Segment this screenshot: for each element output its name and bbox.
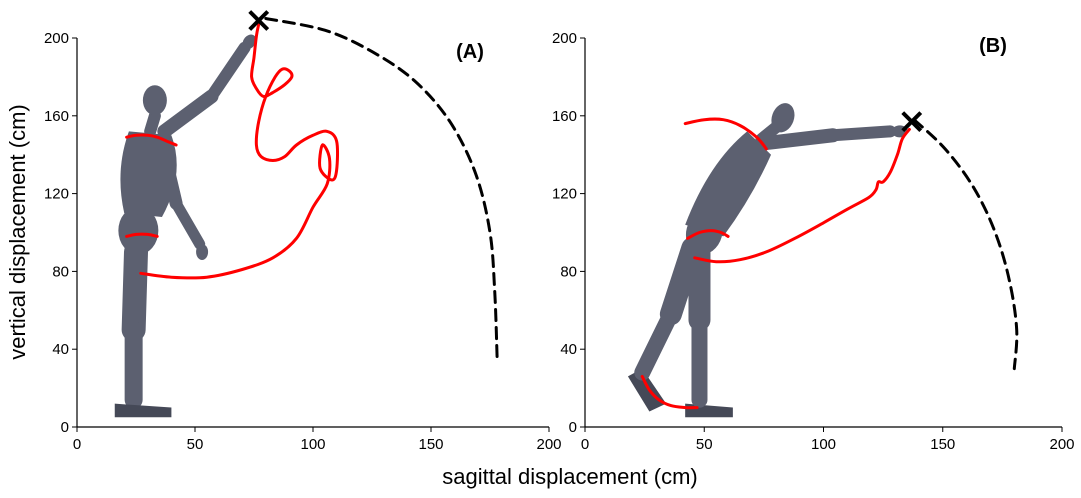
foot-trajectory bbox=[640, 374, 699, 410]
y-tick-label: 200 bbox=[552, 30, 577, 47]
x-tick-label: 150 bbox=[930, 436, 955, 453]
reach-boundary bbox=[264, 17, 499, 359]
x-tick-label: 50 bbox=[187, 436, 204, 453]
y-tick-label: 120 bbox=[44, 186, 69, 203]
y-axis-title: vertical displacement (cm) bbox=[5, 104, 30, 360]
figure-head bbox=[142, 85, 167, 116]
target-x-stroke bbox=[248, 10, 270, 31]
target-x-stroke bbox=[901, 111, 923, 133]
figure-forearm bbox=[827, 125, 897, 142]
human-figure bbox=[627, 103, 908, 418]
panel-label: (B) bbox=[979, 35, 1007, 57]
figure-upper-arm bbox=[759, 128, 841, 151]
human-figure bbox=[114, 34, 257, 418]
hip-trajectory bbox=[686, 229, 730, 240]
panel-a: 0 50 100 150 200 0 40 80 120 160 200 (A) bbox=[44, 10, 562, 453]
figure-upper-arm-down bbox=[155, 136, 183, 210]
y-tick-label: 80 bbox=[560, 263, 577, 280]
y-tick-label: 200 bbox=[44, 30, 69, 47]
x-tick-label: 100 bbox=[811, 436, 836, 453]
figure-head bbox=[771, 103, 795, 133]
shoulder-trajectory bbox=[683, 117, 768, 151]
x-tick-label: 0 bbox=[581, 436, 589, 453]
x-axis-title: sagittal displacement (cm) bbox=[442, 464, 698, 489]
figure-neck bbox=[144, 109, 161, 138]
y-tick-label: 40 bbox=[560, 341, 577, 358]
x-tick-label: 200 bbox=[1049, 436, 1074, 453]
panel-b: 0 50 100 150 200 0 40 80 120 160 200 (B) bbox=[552, 30, 1075, 453]
figure-foot-front bbox=[685, 403, 733, 418]
hand-trajectory bbox=[693, 127, 911, 264]
panel-label: (A) bbox=[456, 41, 484, 63]
figure-torso bbox=[685, 131, 772, 237]
figure-forearm-up bbox=[205, 41, 251, 103]
x-tick-label: 200 bbox=[536, 436, 561, 453]
shoulder-trajectory bbox=[125, 133, 178, 147]
y-tick-label: 0 bbox=[569, 419, 577, 436]
hand-trajectory bbox=[139, 22, 340, 280]
figure-foot bbox=[114, 403, 172, 418]
y-tick-label: 120 bbox=[552, 186, 577, 203]
figure-hand-down bbox=[196, 243, 209, 260]
target-x-marker bbox=[248, 10, 270, 31]
figure-upper-arm-up bbox=[157, 89, 219, 139]
y-tick-label: 160 bbox=[44, 108, 69, 125]
x-tick-label: 50 bbox=[696, 436, 713, 453]
figure-pelvis bbox=[118, 206, 159, 255]
reach-boundary bbox=[912, 118, 1019, 371]
y-tick-label: 0 bbox=[61, 419, 69, 436]
figure-shin-back bbox=[634, 306, 679, 381]
figure-hand-up bbox=[242, 34, 257, 50]
y-tick-label: 40 bbox=[52, 341, 69, 358]
y-tick-label: 80 bbox=[52, 263, 69, 280]
target-x-marker bbox=[901, 111, 923, 133]
x-tick-label: 150 bbox=[418, 436, 443, 453]
figure-thigh bbox=[121, 239, 148, 342]
y-tick-label: 160 bbox=[552, 108, 577, 125]
x-tick-label: 0 bbox=[73, 436, 81, 453]
figure-forearm-down bbox=[170, 197, 206, 250]
figure-foot-back bbox=[627, 368, 667, 412]
x-tick-label: 100 bbox=[300, 436, 325, 453]
hip-trajectory bbox=[125, 232, 159, 238]
